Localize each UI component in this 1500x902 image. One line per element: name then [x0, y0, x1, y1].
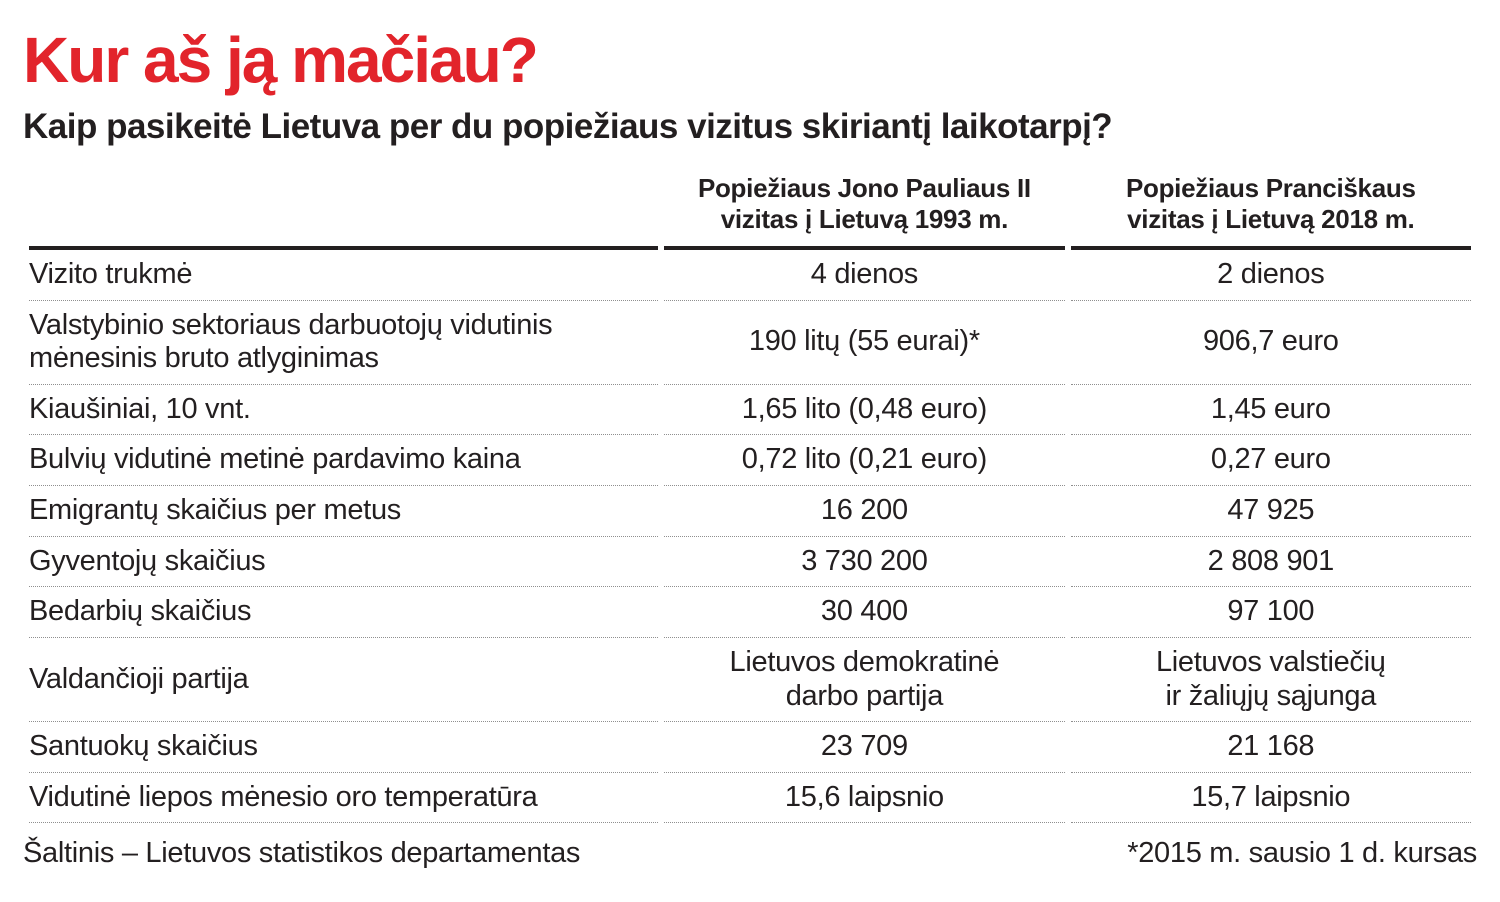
- column-header-2018-line2: vizitas į Lietuvą 2018 m.: [1127, 204, 1415, 235]
- exchange-rate-note: *2015 m. sausio 1 d. kursas: [1127, 837, 1477, 870]
- column-header-1993: Popiežiaus Jono Pauliaus II vizitas į Li…: [664, 172, 1065, 250]
- value-1993: 30 400: [664, 587, 1065, 638]
- value-1993: 4 dienos: [664, 250, 1065, 301]
- value-1993: 190 litų (55 eurai)*: [664, 301, 1065, 385]
- row-label: Vidutinė liepos mėnesio oro temperatūra: [29, 773, 659, 824]
- footer: Šaltinis – Lietuvos statistikos departam…: [23, 837, 1477, 870]
- table-row-emigrants: Emigrantų skaičius per metus 16 200 47 9…: [29, 486, 1471, 537]
- table-row-potatoes: Bulvių vidutinė metinė pardavimo kaina 0…: [29, 435, 1471, 487]
- column-header-1993-line2: vizitas į Lietuvą 1993 m.: [720, 204, 1009, 235]
- value-2018-line2: ir žaliųjų sąjunga: [1165, 679, 1377, 712]
- value-2018: 15,7 laipsnio: [1070, 773, 1471, 824]
- value-2018: 2 808 901: [1070, 537, 1471, 588]
- row-label: Valstybinio sektoriaus darbuotojų viduti…: [29, 301, 659, 385]
- value-2018: Lietuvos valstiečių ir žaliųjų sąjunga: [1070, 638, 1471, 723]
- table-row-visit-duration: Vizito trukmė 4 dienos 2 dienos: [29, 250, 1471, 301]
- value-1993: 1,65 lito (0,48 euro): [664, 385, 1065, 436]
- value-1993-line2: darbo partija: [785, 679, 944, 712]
- row-label: Gyventojų skaičius: [29, 537, 659, 588]
- row-label: Vizito trukmė: [29, 250, 659, 301]
- value-1993: 23 709: [664, 722, 1065, 773]
- value-1993: 0,72 lito (0,21 euro): [664, 435, 1065, 487]
- row-label: Bulvių vidutinė metinė pardavimo kaina: [29, 435, 659, 487]
- value-2018: 97 100: [1070, 587, 1471, 638]
- table-row-eggs: Kiaušiniai, 10 vnt. 1,65 lito (0,48 euro…: [29, 385, 1471, 436]
- page-title: Kur aš ją mačiau?: [23, 24, 539, 96]
- value-1993: 3 730 200: [664, 537, 1065, 588]
- column-header-2018-line1: Popiežiaus Pranciškaus: [1125, 172, 1416, 203]
- value-2018: 1,45 euro: [1070, 385, 1471, 436]
- value-1993: Lietuvos demokratinė darbo partija: [664, 638, 1065, 723]
- row-label: Valdančioji partija: [29, 638, 659, 723]
- table-row-marriages: Santuokų skaičius 23 709 21 168: [29, 722, 1471, 773]
- value-1993: 15,6 laipsnio: [664, 773, 1065, 824]
- row-label: Santuokų skaičius: [29, 722, 659, 773]
- table-row-population: Gyventojų skaičius 3 730 200 2 808 901: [29, 537, 1471, 588]
- source-note: Šaltinis – Lietuvos statistikos departam…: [23, 837, 581, 870]
- column-header-1993-line1: Popiežiaus Jono Pauliaus II: [697, 172, 1031, 203]
- value-2018: 0,27 euro: [1070, 435, 1471, 487]
- page-subtitle: Kaip pasikeitė Lietuva per du popiežiaus…: [23, 107, 1113, 146]
- row-label: Bedarbių skaičius: [29, 587, 659, 638]
- header-row: Popiežiaus Jono Pauliaus II vizitas į Li…: [29, 173, 1471, 250]
- value-2018: 2 dienos: [1070, 250, 1471, 301]
- value-1993: 16 200: [664, 486, 1065, 537]
- row-label: Kiaušiniai, 10 vnt.: [29, 385, 659, 436]
- value-2018: 906,7 euro: [1070, 301, 1471, 385]
- row-label: Emigrantų skaičius per metus: [29, 486, 659, 537]
- table-row-july-temperature: Vidutinė liepos mėnesio oro temperatūra …: [29, 773, 1471, 824]
- column-header-2018: Popiežiaus Pranciškaus vizitas į Lietuvą…: [1070, 172, 1471, 250]
- comparison-table: Popiežiaus Jono Pauliaus II vizitas į Li…: [23, 173, 1477, 824]
- value-2018-line1: Lietuvos valstiečių: [1155, 645, 1386, 678]
- column-header-empty: [29, 173, 659, 250]
- table-row-unemployed: Bedarbių skaičius 30 400 97 100: [29, 587, 1471, 638]
- table-row-gross-salary: Valstybinio sektoriaus darbuotojų viduti…: [29, 301, 1471, 385]
- value-1993-line1: Lietuvos demokratinė: [729, 645, 1000, 678]
- table-row-ruling-party: Valdančioji partija Lietuvos demokratinė…: [29, 638, 1471, 723]
- value-2018: 21 168: [1070, 722, 1471, 773]
- value-2018: 47 925: [1070, 486, 1471, 537]
